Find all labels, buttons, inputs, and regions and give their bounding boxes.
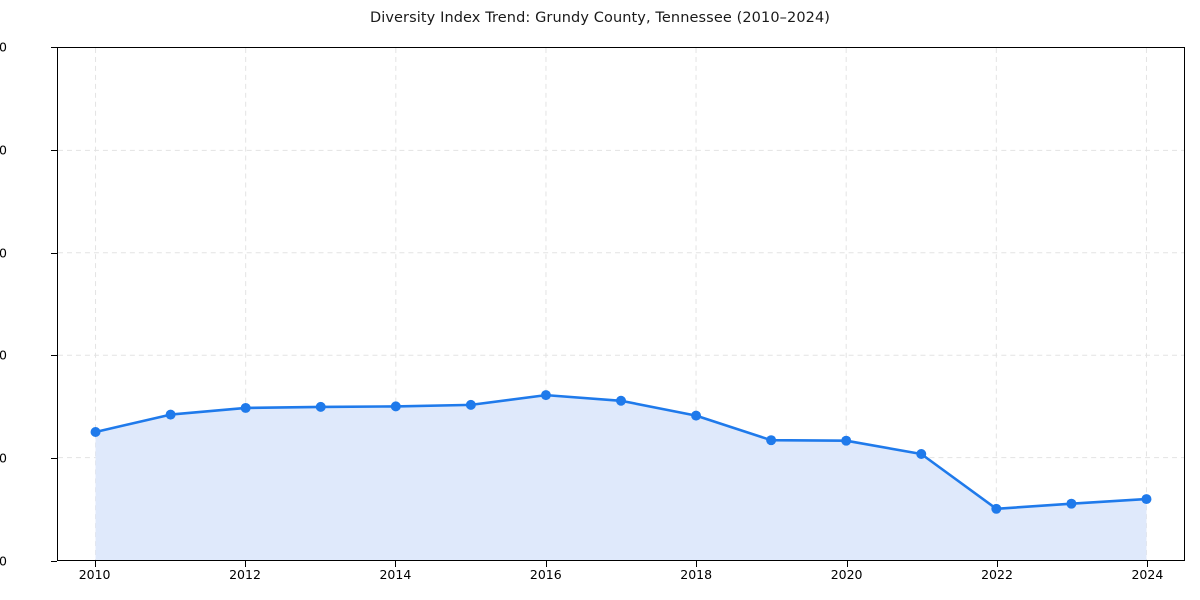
x-axis-tick-label: 2014	[379, 567, 412, 582]
data-point-marker: 2016: 32.2	[540, 390, 551, 401]
data-point-marker: 2018: 28.2	[691, 410, 702, 421]
data-point-marker: 2012: 29.7	[240, 402, 251, 413]
y-axis-tick-label: 40	[0, 347, 7, 363]
x-axis-tick-mark	[245, 561, 246, 567]
y-axis-tick-label: 100	[0, 39, 7, 55]
x-axis-tick-mark	[545, 561, 547, 567]
grid-lines	[58, 48, 1184, 560]
y-axis-tick-mark	[51, 252, 57, 254]
data-point-marker: 2010: 25	[90, 427, 101, 437]
data-point-marker: 2020: 23.3	[841, 435, 852, 446]
y-axis-tick-label: 60	[0, 245, 7, 261]
chart-title: Diversity Index Trend: Grundy County, Te…	[369, 10, 831, 26]
y-axis-tick-mark	[51, 149, 57, 151]
y-axis-tick-label: 20	[0, 450, 7, 466]
y-axis-tick-mark	[51, 47, 57, 48]
x-axis-tick-mark	[94, 561, 96, 567]
x-axis-tick-label: 2010	[78, 567, 111, 582]
data-point-marker: 2013: 29.9	[315, 401, 326, 412]
y-axis-tick-mark	[51, 355, 57, 357]
data-point-marker: 2014: 30	[390, 401, 401, 412]
data-point-marker: 2017: 31.1	[616, 395, 626, 406]
y-axis-tick-label: 80	[0, 142, 7, 158]
area-fill	[95, 395, 1147, 560]
x-axis-tick-label: 2012	[229, 567, 261, 582]
data-point-marker: 2011: 28.4	[165, 409, 176, 420]
x-axis-tick-mark	[395, 561, 397, 567]
x-axis-tick-mark	[846, 561, 848, 567]
vertical-gridlines	[95, 48, 1147, 560]
data-point-marker: 2019: 23.4	[766, 435, 777, 446]
x-axis-tick-label: 2024	[1131, 567, 1164, 582]
x-axis-tick-mark	[1147, 561, 1149, 567]
x-axis-tick-mark	[696, 561, 698, 567]
data-series-diversity-index: 2010: 25 2011: 28.4 2012: 29.7 2013: 29.9 20…	[90, 390, 1152, 560]
x-axis-tick-mark	[997, 561, 998, 567]
plot-area: 2010: 25 2011: 28.4 2012: 29.7 2013: 29.9 20…	[57, 47, 1185, 561]
data-point-marker: 2023: 11	[1066, 498, 1077, 509]
data-point-marker: 2022: 10	[991, 503, 1002, 514]
y-axis-tick-mark	[51, 458, 57, 460]
x-axis-tick-label: 2016	[529, 567, 562, 582]
data-point-marker: 2021: 20.7	[916, 449, 927, 459]
y-axis-tick-label: 0	[0, 553, 7, 569]
data-point-markers: 2010: 25 2011: 28.4 2012: 29.7 2013: 29.9 20…	[90, 390, 1152, 514]
y-axis-tick-mark	[51, 561, 57, 562]
data-point-marker: 2015: 30.3	[465, 399, 476, 410]
data-point-marker: 2024: 11.9	[1141, 494, 1152, 505]
x-axis-tick-label: 2018	[680, 567, 713, 582]
x-axis-tick-label: 2020	[830, 567, 863, 582]
x-axis-tick-label: 2022	[981, 567, 1013, 582]
